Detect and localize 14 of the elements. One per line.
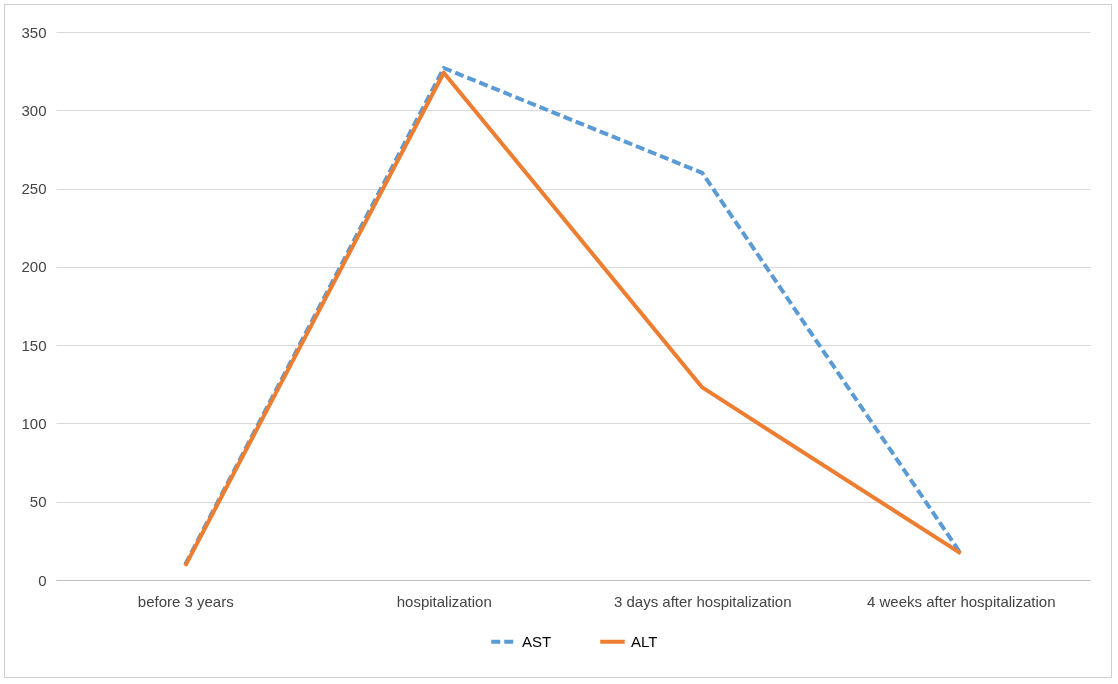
- y-tick-label: 250: [21, 180, 47, 198]
- y-tick-label: 300: [21, 101, 47, 119]
- y-tick-label: 150: [21, 336, 47, 354]
- x-tick-label: before 3 years: [137, 592, 234, 610]
- y-tick-label: 200: [21, 258, 47, 276]
- y-tick-label: 50: [29, 493, 47, 511]
- x-tick-label: 3 days after hospitalization: [613, 592, 792, 610]
- y-tick-label: 350: [21, 23, 47, 41]
- y-tick-label: 100: [21, 414, 47, 432]
- y-tick-label: 0: [38, 571, 47, 589]
- x-tick-label: hospitalization: [396, 592, 492, 610]
- legend-label: ALT: [631, 632, 658, 650]
- x-tick-label: 4 weeks after hospitalization: [867, 592, 1056, 610]
- legend-label: AST: [522, 632, 552, 650]
